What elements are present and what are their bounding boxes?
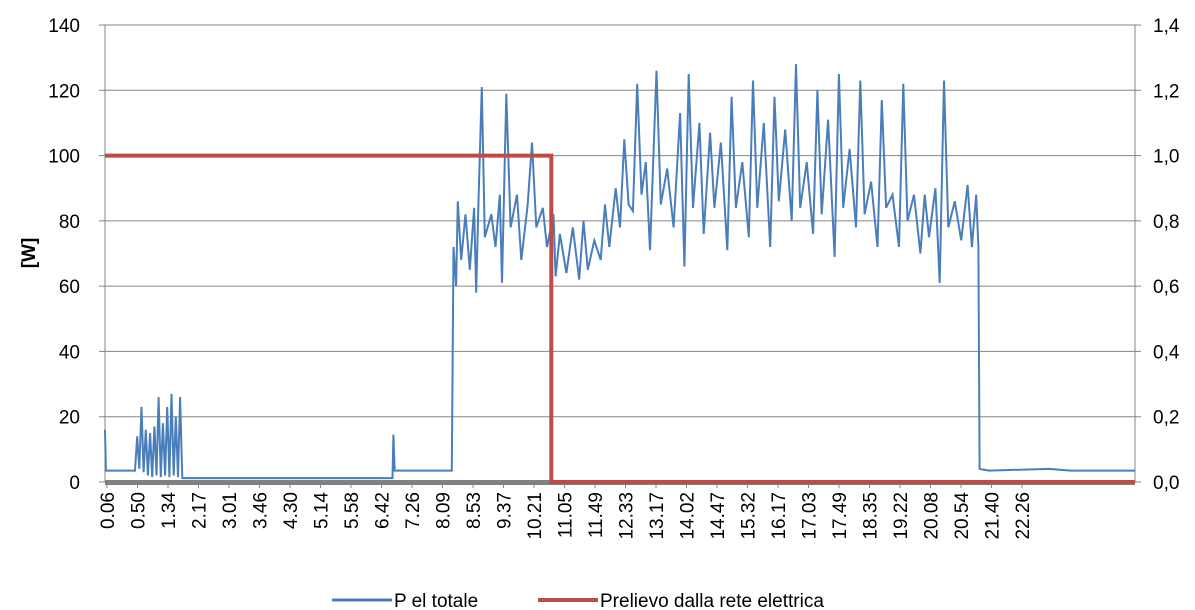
x-tick-label: 18.35 [861, 492, 882, 540]
y-tick-label: 80 [59, 212, 80, 233]
y2-tick-label: 1,4 [1153, 16, 1180, 37]
y-tick-label: 100 [48, 147, 80, 168]
legend-label-prelievo: Prelievo dalla rete elettrica [600, 591, 824, 610]
x-tick-label: 20.08 [922, 492, 943, 540]
x-tick-label: 17.03 [800, 492, 821, 540]
x-tick-label: 4.30 [281, 492, 302, 529]
legend-label-p-el-totale: P el totale [394, 591, 478, 610]
x-tick-label: 1.34 [159, 492, 180, 529]
x-tick-label: 21.40 [983, 492, 1004, 540]
x-tick-label: 3.01 [220, 492, 241, 529]
x-tick-label: 6.42 [373, 492, 394, 529]
y-tick-label: 0 [69, 473, 80, 494]
x-tick-label: 8.09 [434, 492, 455, 529]
y2-tick-label: 1,0 [1153, 147, 1179, 168]
x-tick-label: 11.49 [586, 492, 607, 538]
y-tick-label: 40 [59, 342, 80, 363]
y2-tick-label: 0,4 [1153, 342, 1180, 363]
plot-area-border [104, 24, 1136, 483]
y-tick-label: 140 [48, 16, 80, 37]
series-line-prelievo [105, 153, 1135, 484]
y-axis-left: 0 20 40 60 80 100 120 140 [48, 16, 105, 494]
y-tick-label: 60 [59, 277, 80, 298]
x-tick-label: 5.14 [312, 492, 333, 529]
x-tick-label: 2.17 [190, 492, 211, 529]
y2-tick-label: 0,2 [1153, 408, 1179, 429]
y2-tick-label: 0,6 [1153, 277, 1179, 298]
y-axis-label: [W] [19, 238, 40, 269]
x-tick-label: 14.02 [678, 492, 699, 540]
y-tick-label: 20 [59, 408, 80, 429]
x-tick-label: 3.46 [251, 492, 272, 529]
x-tick-label: 0.06 [98, 492, 119, 529]
x-tick-label: 20.54 [952, 492, 973, 540]
x-tick-label: 0.50 [129, 492, 150, 529]
x-tick-label: 10.21 [525, 492, 546, 540]
x-tick-label: 22.26 [1013, 492, 1034, 540]
y2-tick-label: 1,2 [1153, 81, 1179, 102]
x-tick-label: 5.58 [342, 492, 363, 529]
legend: P el totale Prelievo dalla rete elettric… [332, 591, 824, 610]
x-tick-label: 16.17 [769, 492, 790, 540]
x-tick-label: 19.22 [891, 492, 912, 540]
x-tick-label: 12.33 [617, 492, 638, 540]
gridlines [105, 89, 1135, 418]
y-axis-right: 0,0 0,2 0,4 0,6 0,8 1,0 1,2 1,4 [1135, 16, 1180, 494]
y-tick-label: 120 [48, 81, 80, 102]
x-tick-label: 17.49 [830, 492, 851, 540]
x-tick-label: 13.17 [647, 492, 668, 540]
x-tick-label: 8.53 [464, 492, 485, 529]
y2-tick-label: 0,8 [1153, 212, 1179, 233]
x-tick-label: 15.32 [739, 492, 760, 540]
y2-tick-label: 0,0 [1153, 473, 1179, 494]
x-tick-label: 9.37 [495, 492, 516, 529]
x-tick-label: 11.05 [556, 492, 577, 538]
series-layer [104, 64, 1135, 484]
x-axis: 0.06 0.50 1.34 2.17 3.01 3.46 4.30 5.14 5.58 6.42… [98, 482, 1034, 540]
x-tick-label: 7.26 [403, 492, 424, 529]
x-tick-label: 14.47 [708, 492, 729, 540]
series-line-p-el-totale [104, 64, 1135, 480]
